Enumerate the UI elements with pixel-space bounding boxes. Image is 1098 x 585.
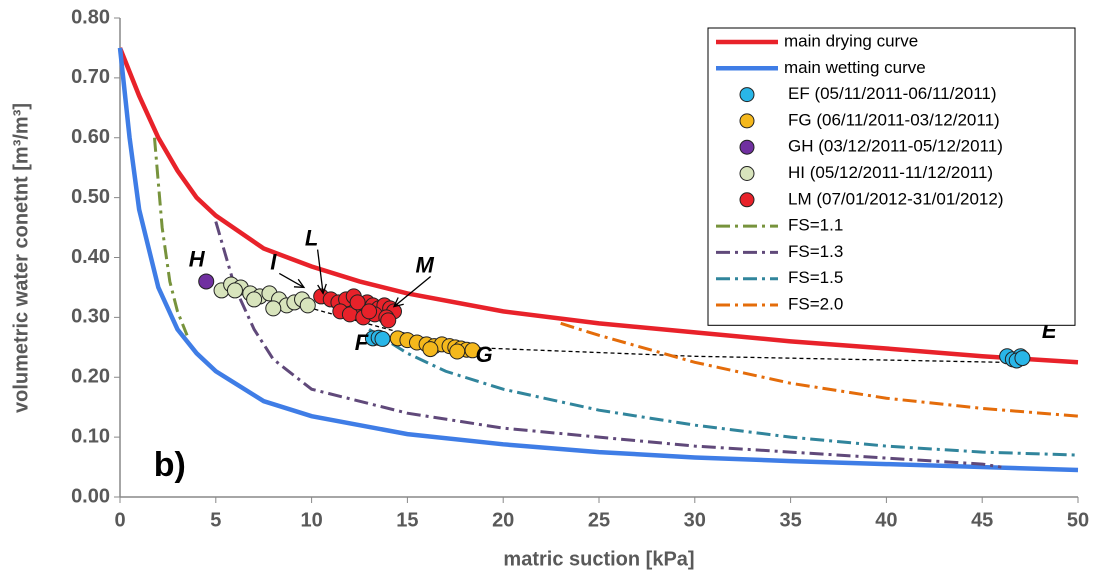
annotation-arrow	[278, 272, 305, 289]
x-tick-label: 35	[779, 509, 801, 531]
point	[374, 330, 391, 347]
legend-label: GH (03/12/2011-05/12/2011)	[788, 137, 1003, 156]
x-tick-label: 10	[300, 509, 322, 531]
curve	[560, 321, 1079, 418]
x-tick-label: 50	[1067, 509, 1089, 531]
y-tick-label: 0.10	[71, 425, 110, 447]
legend-label: LM (07/01/2012-31/01/2012)	[788, 189, 1004, 208]
y-axis-title: volumetric water conetnt [m³/m³]	[10, 103, 32, 413]
legend-label: main wetting curve	[784, 58, 926, 77]
y-tick-label: 0.70	[71, 66, 110, 88]
legend-swatch	[739, 87, 755, 103]
legend-label: FS=2.0	[788, 294, 843, 313]
legend-swatch	[739, 166, 755, 181]
legend-label: EF (05/11/2011-06/11/2011)	[788, 84, 997, 103]
arrow-head	[293, 278, 306, 289]
annotation: L	[305, 225, 318, 250]
annotation-arrow	[316, 249, 324, 294]
annotation: G	[475, 342, 492, 367]
x-tick-label: 30	[684, 509, 706, 531]
legend-label: FS=1.3	[788, 242, 843, 261]
curve	[152, 137, 189, 336]
y-tick-label: 0.00	[71, 485, 110, 507]
x-tick-label: 25	[588, 509, 610, 531]
arrow-head	[317, 283, 327, 295]
legend-swatch	[739, 113, 755, 129]
arrow-head	[392, 297, 404, 308]
point	[246, 291, 263, 308]
x-tick-label: 0	[114, 509, 125, 531]
x-tick-label: 5	[210, 509, 221, 531]
annotation: H	[189, 246, 206, 271]
x-tick-label: 45	[971, 509, 993, 531]
point	[1014, 350, 1031, 367]
legend-label: FS=1.1	[788, 216, 843, 235]
point	[265, 300, 282, 317]
y-tick-label: 0.50	[71, 186, 110, 208]
y-tick-label: 0.40	[71, 246, 110, 268]
x-axis-title: matric suction [kPa]	[503, 548, 694, 570]
x-tick-label: 15	[396, 509, 418, 531]
x-tick-label: 40	[875, 509, 897, 531]
y-tick-label: 0.60	[71, 126, 110, 148]
legend-label: FS=1.5	[788, 268, 843, 287]
legend-label: main drying curve	[784, 31, 918, 50]
annotation: I	[270, 249, 277, 274]
point	[198, 273, 215, 290]
y-tick-label: 0.20	[71, 366, 110, 388]
annotation: b)	[154, 446, 186, 484]
y-tick-label: 0.80	[71, 6, 110, 28]
point	[422, 341, 439, 358]
curve	[117, 47, 1079, 473]
legend-swatch	[739, 192, 755, 208]
point	[226, 282, 243, 299]
legend-label: FG (06/11/2011-03/12/2011)	[788, 110, 1000, 129]
legend-box	[707, 27, 1076, 326]
annotation: M	[415, 252, 434, 277]
y-tick-label: 0.30	[71, 306, 110, 328]
point	[380, 312, 397, 329]
annotation: F	[355, 330, 369, 355]
point	[449, 343, 466, 360]
legend-label: HI (05/12/2011-11/12/2011)	[788, 163, 993, 182]
curve	[214, 221, 1002, 469]
legend-swatch	[739, 139, 755, 155]
curve	[117, 47, 1079, 365]
x-tick-label: 20	[492, 509, 514, 531]
point	[349, 294, 366, 311]
curve	[368, 328, 1079, 457]
point	[361, 303, 378, 320]
annotation-arrow	[393, 275, 432, 308]
point	[299, 297, 316, 314]
